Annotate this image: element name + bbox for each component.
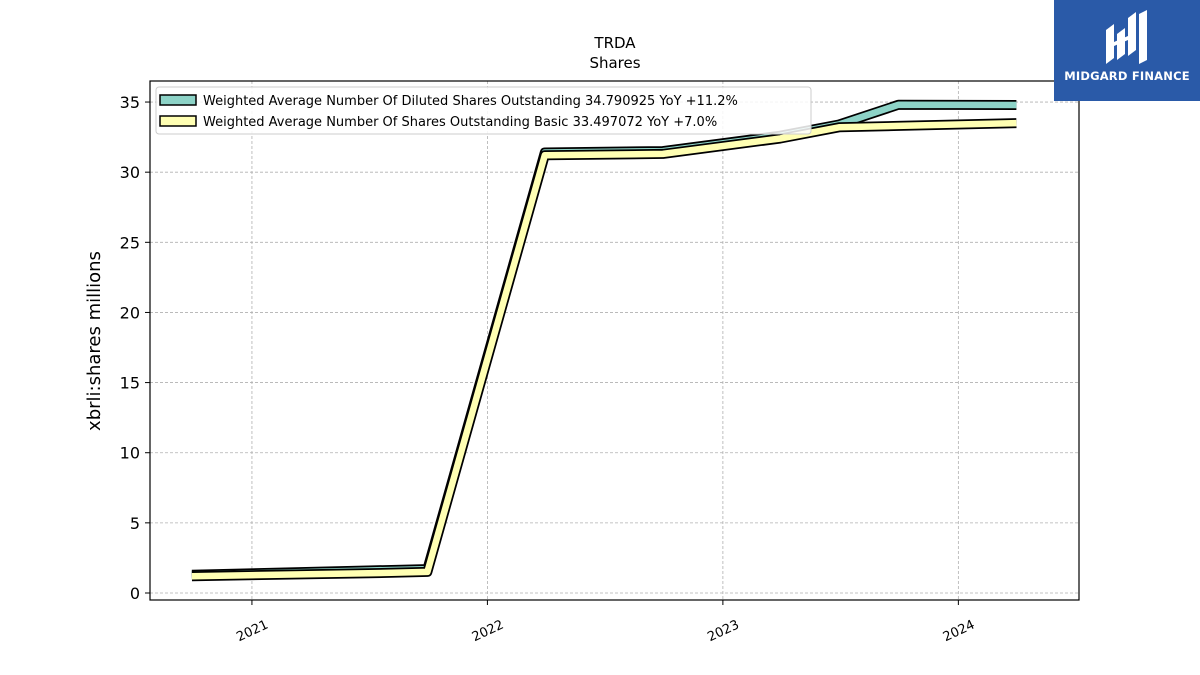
x-tick-label: 2024 <box>941 618 977 646</box>
plot-frame <box>149 80 1080 601</box>
y-tick-label: 0 <box>130 584 140 603</box>
chart-subtitle: Shares <box>589 54 640 72</box>
x-tick-label: 2021 <box>234 618 270 646</box>
y-ticks: 0 5 10 15 20 25 30 35 <box>120 93 150 603</box>
x-tick-label: 2022 <box>470 618 506 646</box>
legend: Weighted Average Number Of Diluted Share… <box>155 86 812 135</box>
grid <box>150 81 1079 600</box>
y-tick-label: 35 <box>120 93 140 112</box>
chart-title: TRDA <box>593 34 636 52</box>
series-layer <box>191 99 1017 582</box>
legend-swatch-diluted <box>159 94 197 106</box>
series-outline-diluted <box>191 99 1017 580</box>
series-line-basic <box>191 119 1017 580</box>
y-axis-label: xbrli:shares millions <box>84 251 105 431</box>
legend-label-diluted: Weighted Average Number Of Diluted Share… <box>203 94 738 109</box>
y-tick-label: 25 <box>120 233 140 252</box>
y-tick-label: 15 <box>120 374 140 393</box>
series-line-diluted <box>191 101 1017 579</box>
series-outline-basic <box>191 118 1017 582</box>
y-tick-label: 30 <box>120 163 140 182</box>
legend-box <box>155 86 812 135</box>
x-ticks: 2021 2022 2023 2024 <box>234 600 977 645</box>
legend-swatch-basic <box>159 115 197 127</box>
x-tick-label: 2023 <box>705 618 741 646</box>
y-tick-label: 5 <box>130 514 140 533</box>
y-tick-label: 20 <box>120 303 140 322</box>
legend-label-basic: Weighted Average Number Of Shares Outsta… <box>203 115 717 130</box>
midgard-logo-icon <box>1106 10 1147 64</box>
y-tick-label: 10 <box>120 444 140 463</box>
logo-text: MIDGARD FINANCE <box>1064 69 1190 83</box>
brand-logo: MIDGARD FINANCE <box>1054 0 1200 101</box>
